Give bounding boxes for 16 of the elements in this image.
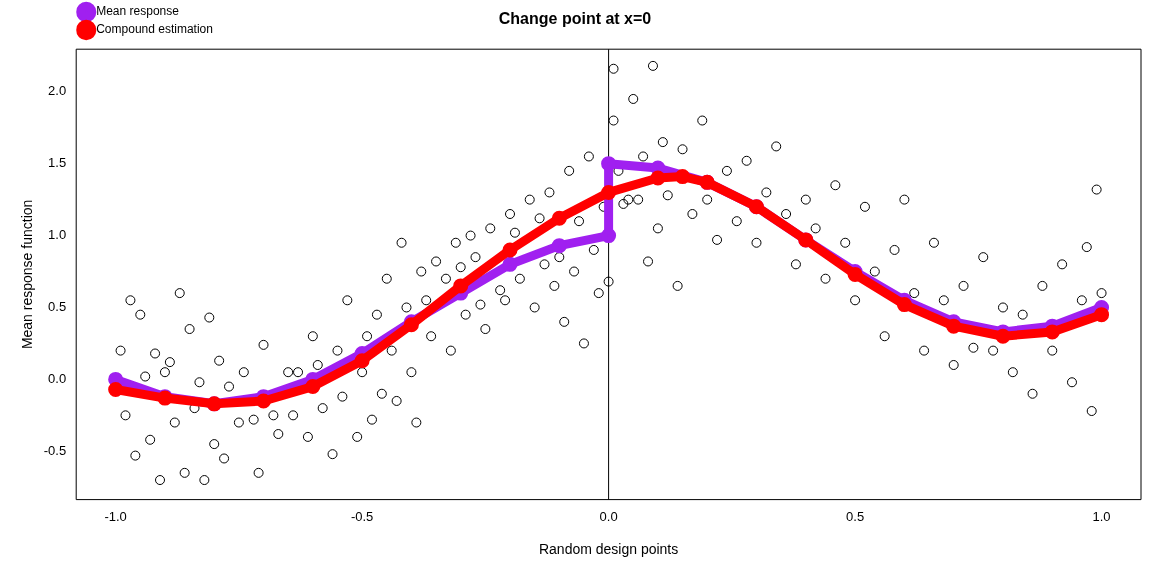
y-axis-title: Mean response function	[19, 199, 36, 350]
x-tick-label: 1.0	[1092, 508, 1111, 524]
y-tick-label: 0.0	[48, 370, 67, 386]
x-tick-label: -0.5	[350, 508, 374, 524]
x-tick-label: -1.0	[104, 508, 127, 524]
y-tick-label: -0.5	[43, 442, 67, 458]
y-tick-label: 0.5	[48, 299, 67, 315]
chart-title: Change point at x=0	[498, 10, 652, 28]
legend-label: Mean response	[96, 4, 180, 19]
x-tick-label: 0.0	[599, 508, 618, 524]
x-axis-title: Random design points	[538, 541, 679, 558]
y-tick-label: 2.0	[48, 83, 67, 99]
legend-label: Compound estimation	[96, 22, 213, 37]
y-tick-label: 1.0	[48, 227, 67, 243]
x-tick-label: 0.5	[846, 508, 865, 524]
y-tick-label: 1.5	[48, 155, 67, 171]
